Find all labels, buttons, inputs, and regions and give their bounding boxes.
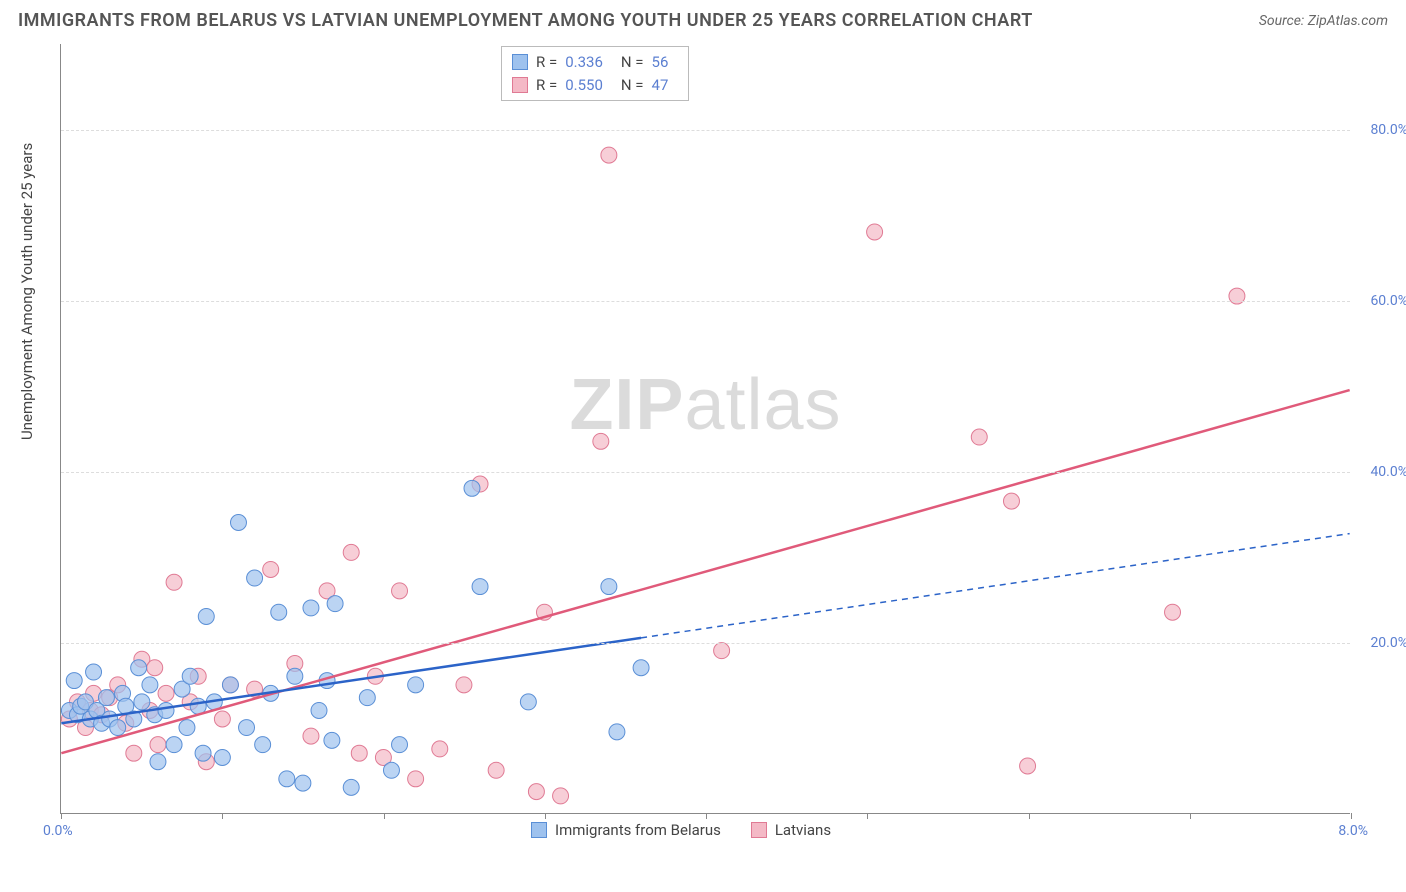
scatter-plot <box>61 44 1350 813</box>
swatch-a <box>512 54 528 70</box>
legend-label-a: Immigrants from Belarus <box>555 821 721 839</box>
x-tick-max: 8.0% <box>1338 823 1368 839</box>
swatch-b <box>512 77 528 93</box>
chart-title: IMMIGRANTS FROM BELARUS VS LATVIAN UNEMP… <box>18 10 1033 31</box>
y-tick-label: 80.0% <box>1356 122 1406 138</box>
r-value-b: 0.550 <box>565 74 603 97</box>
legend-label-b: Latvians <box>775 821 831 839</box>
y-tick-label: 60.0% <box>1356 293 1406 309</box>
x-tick <box>1029 813 1030 819</box>
stats-row-a: R = 0.336 N = 56 <box>512 51 678 74</box>
gridline <box>61 130 1350 131</box>
source-label: Source: ZipAtlas.com <box>1259 13 1388 29</box>
x-tick <box>384 813 385 819</box>
gridline <box>61 643 1350 644</box>
stats-legend: R = 0.336 N = 56 R = 0.550 N = 47 <box>501 46 689 101</box>
bottom-legend: Immigrants from Belarus Latvians <box>531 821 831 839</box>
y-tick-label: 40.0% <box>1356 464 1406 480</box>
x-tick <box>706 813 707 819</box>
gridline <box>61 472 1350 473</box>
x-tick-min: 0.0% <box>43 823 73 839</box>
n-value-a: 56 <box>652 51 669 74</box>
swatch-b-icon <box>751 822 767 838</box>
r-value-a: 0.336 <box>565 51 603 74</box>
legend-item-b: Latvians <box>751 821 831 839</box>
legend-item-a: Immigrants from Belarus <box>531 821 721 839</box>
x-tick <box>1351 813 1352 819</box>
x-tick <box>545 813 546 819</box>
x-tick <box>1190 813 1191 819</box>
stats-row-b: R = 0.550 N = 47 <box>512 74 678 97</box>
y-axis-label: Unemployment Among Youth under 25 years <box>18 143 36 440</box>
n-value-b: 47 <box>652 74 669 97</box>
chart-area: ZIPatlas R = 0.336 N = 56 R = 0.550 N = … <box>60 44 1350 814</box>
x-tick <box>61 813 62 819</box>
gridline <box>61 301 1350 302</box>
x-tick <box>222 813 223 819</box>
x-tick <box>867 813 868 819</box>
y-tick-label: 20.0% <box>1356 635 1406 651</box>
swatch-a-icon <box>531 822 547 838</box>
